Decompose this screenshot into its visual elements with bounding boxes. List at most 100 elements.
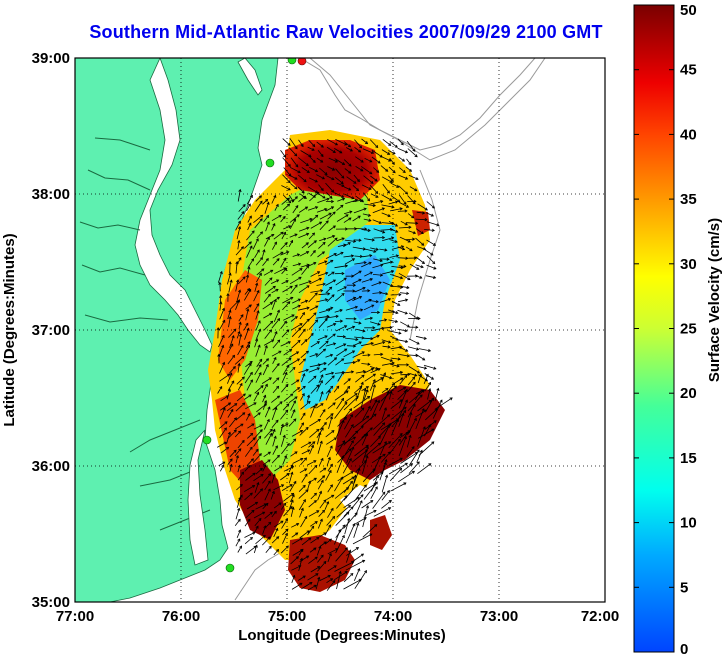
velocity-vector bbox=[361, 363, 370, 365]
velocity-vector-head bbox=[248, 215, 252, 219]
velocity-vector bbox=[407, 346, 419, 350]
velocity-vector bbox=[343, 396, 359, 411]
velocity-vector bbox=[236, 497, 241, 508]
velocity-vector bbox=[346, 326, 355, 331]
velocity-vector bbox=[262, 358, 269, 365]
velocity-vector bbox=[309, 215, 318, 223]
velocity-vector bbox=[254, 200, 263, 212]
velocity-vector bbox=[291, 340, 301, 349]
velocity-vector-head bbox=[238, 496, 242, 500]
velocity-vector bbox=[297, 575, 306, 581]
velocity-vector bbox=[336, 505, 351, 518]
velocity-vector bbox=[254, 385, 264, 394]
velocity-vector-head bbox=[299, 323, 303, 326]
velocity-vector bbox=[326, 437, 337, 445]
velocity-vector-head bbox=[367, 228, 371, 232]
x-tick-label: 74:00 bbox=[374, 608, 412, 625]
velocity-vector-head bbox=[285, 423, 289, 427]
velocity-vector bbox=[281, 280, 289, 285]
velocity-vector bbox=[280, 545, 289, 554]
velocity-vector-head bbox=[320, 391, 324, 395]
velocity-vector bbox=[388, 319, 398, 323]
velocity-vector-head bbox=[408, 162, 412, 166]
velocity-vector-head bbox=[286, 403, 290, 407]
velocity-vector bbox=[343, 430, 358, 446]
velocity-vector bbox=[244, 465, 251, 472]
velocity-vector bbox=[319, 532, 327, 538]
velocity-vector bbox=[234, 356, 245, 365]
y-axis: 39:00 38:00 37:00 36:00 35:00 Latitude (… bbox=[1, 50, 70, 611]
velocity-vector-head bbox=[276, 362, 280, 367]
velocity-vector-head bbox=[302, 385, 306, 389]
velocity-vector bbox=[417, 426, 426, 447]
x-tick-label: 75:00 bbox=[268, 608, 306, 625]
velocity-vector bbox=[308, 510, 319, 517]
velocity-vector bbox=[397, 399, 408, 421]
velocity-vector bbox=[418, 348, 431, 352]
velocity-vector bbox=[406, 435, 411, 448]
velocity-vector bbox=[291, 575, 295, 584]
velocity-vector-head bbox=[331, 371, 335, 375]
velocity-vector-head bbox=[268, 521, 272, 525]
velocity-vector-head bbox=[248, 241, 252, 245]
velocity-vector-head bbox=[363, 207, 367, 211]
velocity-vector bbox=[227, 355, 235, 365]
velocity-vector-head bbox=[369, 316, 374, 320]
velocity-vector-head bbox=[323, 362, 327, 366]
velocity-vector-head bbox=[375, 366, 379, 370]
velocity-vector bbox=[262, 503, 269, 510]
velocity-vector bbox=[309, 305, 318, 311]
velocity-vector bbox=[264, 285, 276, 294]
velocity-vector-head bbox=[303, 457, 307, 461]
velocity-vector bbox=[246, 230, 255, 241]
velocity-vector-head bbox=[305, 368, 309, 372]
velocity-vector bbox=[280, 341, 291, 347]
velocity-vector bbox=[226, 432, 231, 445]
velocity-vector-head bbox=[433, 420, 437, 424]
velocity-vector-head bbox=[344, 571, 348, 574]
velocity-vector-head bbox=[306, 394, 311, 398]
velocity-vector bbox=[237, 383, 243, 391]
velocity-vector-head bbox=[332, 211, 336, 215]
velocity-vector-head bbox=[259, 358, 263, 362]
velocity-vector-head bbox=[223, 427, 227, 431]
velocity-vector bbox=[309, 521, 318, 527]
velocity-vector-head bbox=[256, 310, 260, 314]
velocity-vector-head bbox=[430, 252, 434, 256]
velocity-vector bbox=[382, 270, 394, 275]
velocity-vector bbox=[237, 363, 240, 373]
velocity-vector-head bbox=[403, 406, 407, 410]
velocity-vector bbox=[235, 261, 238, 274]
colorbar-gradient bbox=[633, 4, 675, 653]
velocity-vector-head bbox=[282, 215, 286, 220]
x-axis: 77:00 76:00 75:00 74:00 73:00 72:00 Long… bbox=[56, 608, 619, 644]
velocity-vector-head bbox=[404, 462, 408, 466]
velocity-vector-head bbox=[219, 301, 223, 305]
velocity-vector-head bbox=[391, 161, 395, 166]
velocity-vector bbox=[272, 401, 283, 411]
velocity-vector bbox=[363, 192, 370, 202]
velocity-vector bbox=[423, 374, 429, 385]
velocity-vector bbox=[382, 183, 390, 194]
colorbar-tick-label: 25 bbox=[680, 321, 697, 338]
velocity-vector bbox=[282, 533, 288, 544]
velocity-vector bbox=[354, 228, 367, 230]
velocity-vector bbox=[290, 494, 295, 502]
velocity-vector-head bbox=[375, 474, 379, 478]
velocity-vector-head bbox=[353, 317, 357, 321]
velocity-vector bbox=[382, 138, 391, 146]
velocity-vector bbox=[398, 431, 409, 446]
velocity-vector bbox=[316, 348, 326, 358]
velocity-vector-head bbox=[263, 394, 267, 398]
velocity-vector-head bbox=[355, 547, 360, 550]
velocity-vector bbox=[282, 285, 293, 293]
velocity-vector bbox=[243, 485, 255, 493]
velocity-vector bbox=[378, 319, 387, 322]
velocity-vector bbox=[325, 354, 333, 358]
velocity-vector bbox=[245, 413, 251, 421]
velocity-vector-head bbox=[406, 363, 410, 367]
velocity-vector bbox=[280, 242, 288, 250]
velocity-vector-head bbox=[370, 337, 374, 341]
velocity-vector-head bbox=[368, 298, 372, 302]
velocity-vector-head bbox=[242, 393, 246, 397]
